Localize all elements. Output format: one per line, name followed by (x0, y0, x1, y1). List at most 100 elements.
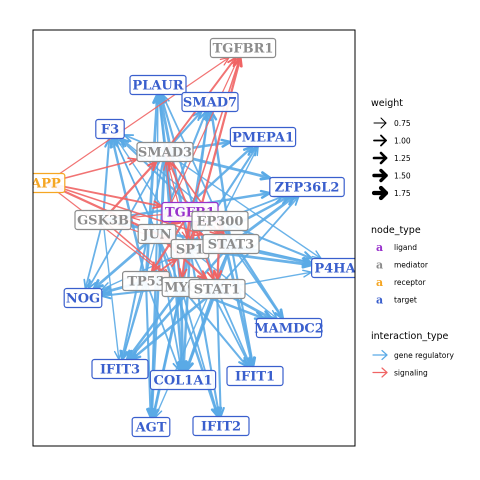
legend-node-type-key: a (376, 241, 383, 254)
legend-weight-key (372, 151, 388, 165)
legend-interaction-key (372, 349, 388, 361)
node-box (229, 126, 297, 148)
legend-interaction-label: signaling (394, 369, 428, 378)
legend-weight-label: 1.25 (394, 154, 411, 163)
legend-weight-label: 0.75 (394, 119, 411, 128)
node-agt: AGT (131, 416, 171, 438)
legend-node-type-label: ligand (394, 243, 417, 252)
node-label: TP53 (127, 275, 165, 290)
legend-node-type-title: node_type (371, 225, 421, 236)
node-label: IFIT2 (201, 420, 241, 435)
node-box (33, 172, 66, 194)
legend-weight-label: 1.50 (394, 172, 411, 181)
node-label: F3 (101, 123, 119, 138)
node-f3: F3 (95, 118, 125, 140)
node-box (192, 415, 250, 437)
node-label: STAT1 (194, 283, 240, 298)
legend-weight-key (371, 185, 389, 201)
node-label: PMEPA1 (232, 131, 294, 146)
node-box (269, 176, 345, 198)
node-ifit3: IFIT3 (91, 358, 149, 380)
legend-interaction-label: gene regulatory (394, 351, 454, 360)
node-label: SMAD3 (138, 146, 192, 161)
node-label: STAT3 (208, 238, 254, 253)
node-smad3: SMAD3 (136, 141, 194, 163)
node-box (188, 278, 246, 300)
node-label: MAMDC2 (254, 322, 324, 337)
legend-weight: weight 0.75 1.00 1.25 1.50 1.75 (371, 98, 411, 201)
node-box (226, 365, 284, 387)
node-pmepa1: PMEPA1 (229, 126, 297, 148)
node-stat3: STAT3 (202, 233, 260, 255)
node-box (181, 91, 239, 113)
legend-node-type-key: a (376, 276, 383, 289)
node-smad7: SMAD7 (181, 91, 239, 113)
node-stat1: STAT1 (188, 278, 246, 300)
node-gsk3b: GSK3B (74, 209, 132, 231)
node-box (311, 257, 355, 279)
node-mamdc2: MAMDC2 (254, 317, 324, 339)
node-tgfbr1: TGFBR1 (209, 37, 277, 59)
node-box (191, 210, 249, 232)
legend-node-type-label: receptor (394, 278, 427, 287)
node-label: SMAD7 (183, 96, 237, 111)
node-app: APP (30, 172, 66, 194)
node-label: IFIT1 (235, 370, 275, 385)
node-plaur: PLAUR (129, 74, 187, 96)
node-box (131, 416, 171, 438)
plot-panel-border (32, 29, 356, 447)
legend-interaction-type: interaction_type gene regulatory signalin… (371, 331, 454, 378)
legend-node-type: node_type a ligand a mediator a receptor a targ… (371, 225, 429, 307)
node-box (137, 223, 177, 245)
node-label: EP300 (197, 215, 244, 230)
node-box (95, 118, 125, 140)
legend-weight-title: weight (371, 98, 403, 109)
node-label: P4HA (314, 262, 356, 277)
legend-weight-label: 1.00 (394, 137, 411, 146)
legend: weight 0.75 1.00 1.25 1.50 1.75 node_type a l… (371, 98, 454, 378)
node-ep300: EP300 (191, 210, 249, 232)
legend-weight-key (373, 117, 387, 129)
node-tp53: TP53 (121, 270, 170, 292)
node-ifit1: IFIT1 (226, 365, 284, 387)
node-box (149, 369, 217, 391)
node-col1a1: COL1A1 (149, 369, 217, 391)
legend-node-type-key: a (376, 294, 383, 307)
node-sp1: SP1 (170, 238, 210, 260)
node-label: IFIT3 (100, 363, 140, 378)
node-label: COL1A1 (154, 374, 213, 389)
node-label: GSK3B (77, 214, 129, 229)
node-label: JUN (141, 228, 171, 243)
node-label: AGT (135, 421, 167, 436)
node-box (63, 287, 103, 309)
node-p4ha: P4HA (311, 257, 356, 279)
legend-interaction-type-title: interaction_type (371, 331, 449, 342)
legend-node-type-label: mediator (394, 261, 429, 270)
node-label: PLAUR (132, 79, 183, 94)
node-label: NOG (66, 292, 100, 307)
node-box (255, 317, 323, 339)
node-ifit2: IFIT2 (192, 415, 250, 437)
legend-weight-key (373, 134, 387, 147)
node-label: APP (30, 177, 61, 192)
legend-weight-key (372, 168, 388, 183)
node-box (209, 37, 277, 59)
legend-weight-label: 1.75 (394, 189, 411, 198)
node-label: TGFBR1 (213, 42, 274, 57)
node-label: ZFP36L2 (275, 181, 340, 196)
node-jun: JUN (137, 223, 177, 245)
node-box (74, 209, 132, 231)
node-zfp36l2: ZFP36L2 (269, 176, 345, 198)
node-box (91, 358, 149, 380)
node-label: SP1 (176, 243, 204, 258)
node-box (202, 233, 260, 255)
legend-node-type-label: target (394, 296, 417, 305)
node-box (129, 74, 187, 96)
node-box (136, 141, 194, 163)
legend-node-type-key: a (376, 259, 383, 272)
legend-interaction-key (372, 367, 388, 378)
node-nog: NOG (63, 287, 103, 309)
